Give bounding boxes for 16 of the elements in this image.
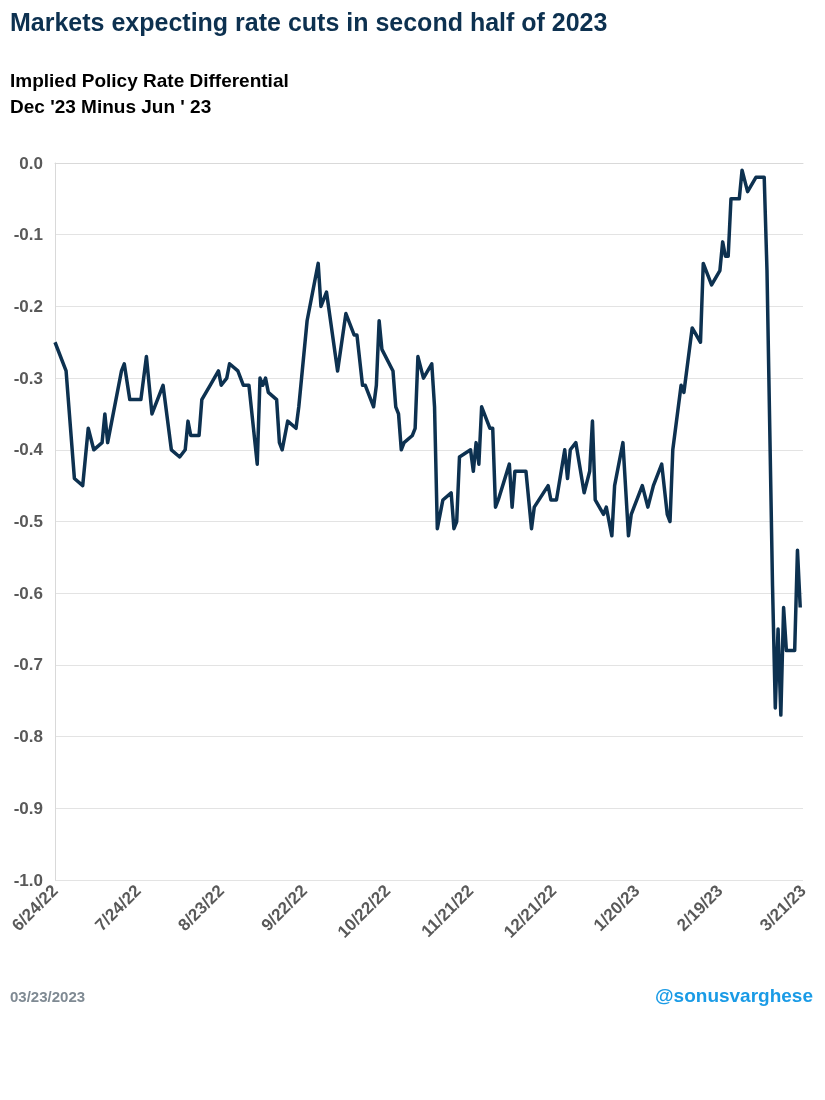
y-tick-label: -0.8 (13, 727, 43, 747)
y-tick-label: -0.1 (13, 225, 43, 245)
y-tick-label: -0.7 (13, 655, 43, 675)
y-tick-label: -0.5 (13, 512, 43, 531)
y-tick-label: -0.6 (13, 583, 43, 603)
y-tick-label: -0.3 (13, 368, 43, 388)
chart-title: Markets expecting rate cuts in second half of 2023 (10, 8, 608, 37)
y-tick-label: 0.0 (19, 153, 43, 173)
chart-subtitle: Implied Policy Rate Differential Dec '23 Minus Jun ' 23 (10, 69, 289, 119)
y-tick-label: -0.4 (13, 440, 44, 460)
y-tick-label: -1.0 (13, 870, 43, 890)
y-tick-label: -0.9 (13, 798, 43, 818)
text: 03/23/2023 (10, 988, 86, 1005)
text: @sonusvarghese (655, 985, 813, 1007)
y-tick-label: -0.2 (13, 296, 43, 316)
line-series (53, 168, 802, 717)
